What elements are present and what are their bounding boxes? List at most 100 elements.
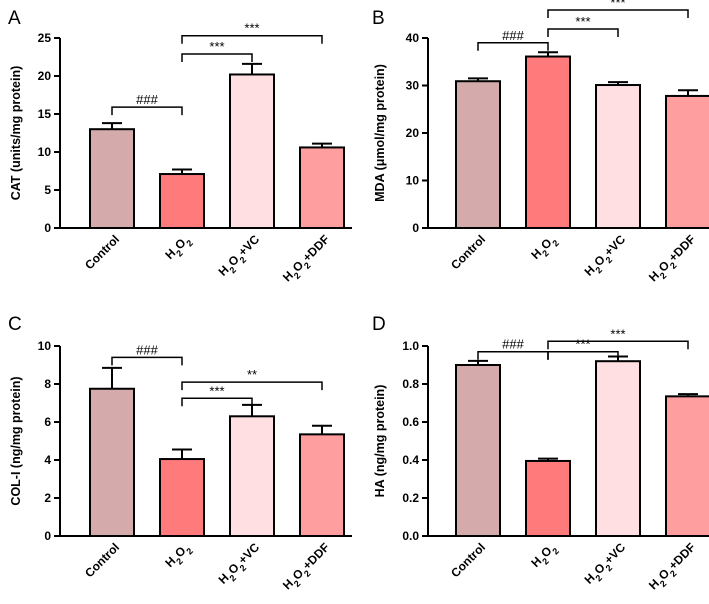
category-label-subscript: 2 — [302, 568, 313, 579]
y-tick-label: 6 — [44, 415, 51, 429]
category-label-subscript: 2 — [604, 563, 615, 574]
y-tick-label: 40 — [406, 31, 420, 45]
significance-label: ### — [502, 337, 524, 352]
category-label-subscript: 2 — [540, 248, 551, 259]
significance-label: *** — [209, 39, 224, 54]
bar-h2o2 — [525, 459, 571, 538]
category-label: H2O2 — [162, 540, 195, 573]
significance-bracket — [181, 397, 253, 407]
category-label-subscript: 2 — [593, 573, 604, 584]
y-tick-label: 0.2 — [402, 491, 419, 505]
panel-letter: C — [8, 314, 22, 335]
y-tick-label: 15 — [38, 107, 52, 121]
category-label: H2O2 — [528, 540, 561, 573]
category-label-subscript: 2 — [593, 265, 604, 276]
significance-bracket — [547, 340, 689, 350]
y-tick-label: 0 — [412, 221, 419, 235]
category-label-subscript: 2 — [658, 270, 669, 281]
y-tick-label: 0 — [44, 221, 51, 235]
y-axis-title: HA (ng/mg protein) — [373, 385, 387, 498]
category-label: H2O2+VC — [216, 540, 266, 590]
category-label-subscript: 2 — [550, 238, 561, 249]
y-tick-label: 1.0 — [402, 339, 419, 353]
significance-label: *** — [244, 21, 259, 36]
category-label-part: +VC — [601, 232, 628, 259]
category-label-part: +VC — [601, 540, 628, 567]
y-tick-label: 0.8 — [402, 377, 419, 391]
category-label-part: +DDF — [666, 232, 698, 264]
category-label-part: +DDF — [666, 540, 698, 572]
panel-d: D 0.0 0.2 0.4 0.6 0.8 1.0 HA (ng/mg protein) Con… — [372, 314, 709, 592]
y-axis-title: CAT (units/mg protein) — [9, 66, 23, 200]
category-label-subscript: 2 — [668, 260, 679, 271]
significance-bracket — [181, 34, 323, 44]
y-tick-label: 10 — [38, 339, 52, 353]
category-label: Control — [82, 540, 122, 580]
bar-h2o2-vc — [229, 415, 275, 537]
bar-h2o2 — [525, 55, 571, 230]
panel-letter: D — [372, 314, 386, 335]
significance-label: *** — [209, 383, 224, 398]
panel-letter: B — [372, 8, 385, 29]
category-label-subscript: 2 — [184, 238, 195, 249]
significance-label: *** — [610, 326, 625, 341]
category-label: Control — [82, 232, 122, 272]
significance-bracket — [111, 106, 183, 116]
category-label-part: +DDF — [300, 232, 332, 264]
significance-bracket — [477, 350, 549, 360]
category-label: H2O2+VC — [582, 232, 632, 282]
y-tick-label: 20 — [406, 126, 420, 140]
y-tick-label: 10 — [406, 174, 420, 188]
significance-label: ** — [247, 367, 257, 382]
significance-bracket — [111, 356, 183, 366]
category-label-subscript: 2 — [238, 255, 249, 266]
category-label-subscript: 2 — [184, 546, 195, 557]
y-tick-label: 2 — [44, 491, 51, 505]
category-label-subscript: 2 — [292, 578, 303, 589]
category-label: H2O2 — [162, 232, 195, 265]
y-tick-label: 20 — [38, 69, 52, 83]
bar-h2o2-ddf — [299, 433, 345, 538]
bar-control — [89, 387, 135, 537]
panel-c: C 0 2 4 6 8 10 COL-I (ng/mg protein) Control H2O2… — [8, 314, 352, 595]
significance-label: ### — [136, 342, 158, 357]
category-label-part: Control — [82, 540, 122, 580]
category-label: H2O2+DDF — [646, 232, 701, 287]
bar-control — [455, 80, 501, 229]
panel-letter: A — [8, 8, 21, 29]
panel-b: B 0 10 20 30 40 MDA (μmol/mg protein) Control H2… — [372, 0, 709, 287]
y-tick-label: 5 — [44, 183, 51, 197]
category-label: Control — [448, 232, 488, 272]
y-tick-label: 4 — [44, 453, 51, 467]
significance-bracket — [547, 350, 619, 360]
significance-label: *** — [575, 337, 590, 352]
y-tick-label: 0.0 — [402, 529, 419, 543]
y-tick-label: 30 — [406, 79, 420, 93]
significance-label: ### — [502, 28, 524, 43]
category-label-subscript: 2 — [227, 573, 238, 584]
category-label-part: +VC — [235, 232, 262, 259]
y-tick-label: 25 — [38, 31, 52, 45]
y-tick-label: 0.6 — [402, 415, 419, 429]
category-label: H2O2+DDF — [280, 540, 335, 595]
category-label-subscript: 2 — [174, 556, 185, 567]
category-label-subscript: 2 — [227, 265, 238, 276]
category-label-part: +VC — [235, 540, 262, 567]
category-label-subscript: 2 — [550, 546, 561, 557]
bar-h2o2-vc — [595, 360, 641, 538]
category-label-subscript: 2 — [238, 563, 249, 574]
category-label-subscript: 2 — [668, 568, 679, 579]
significance-label: *** — [575, 14, 590, 29]
y-axis-title: COL-I (ng/mg protein) — [9, 376, 23, 505]
category-label: Control — [448, 540, 488, 580]
bar-control — [455, 364, 501, 537]
category-label-subscript: 2 — [658, 578, 669, 589]
significance-label: ### — [136, 92, 158, 107]
bar-h2o2 — [159, 458, 205, 537]
y-tick-label: 0.4 — [402, 453, 419, 467]
significance-label: *** — [610, 0, 625, 10]
significance-bracket — [547, 28, 619, 37]
bar-h2o2-ddf — [665, 395, 709, 537]
significance-bracket — [181, 53, 253, 62]
